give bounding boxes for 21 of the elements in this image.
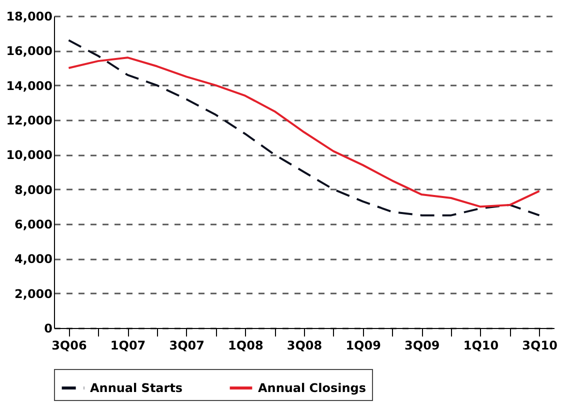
legend-label: Annual Closings [258, 381, 366, 395]
x-tick-label: 3Q06 [52, 338, 87, 352]
y-tick-label: 0 [44, 322, 52, 336]
x-tick-label: 1Q08 [228, 338, 264, 352]
y-tick-label: 6,000 [14, 218, 52, 232]
y-tick-label: 2,000 [14, 286, 52, 301]
x-tick-label: 3Q09 [404, 338, 440, 352]
x-tick-label: 1Q10 [463, 338, 499, 352]
x-tick-label: 3Q10 [522, 338, 558, 352]
y-tick-label: 8,000 [14, 182, 52, 197]
x-tick-label: 1Q07 [110, 338, 146, 352]
y-tick-label: 18,000 [6, 10, 52, 24]
y-tick-label: 10,000 [6, 148, 52, 162]
y-tick-label: 12,000 [6, 114, 52, 128]
x-tick-label: 3Q07 [169, 338, 204, 352]
x-tick-label: 3Q08 [286, 338, 322, 352]
legend-label: Annual Starts [90, 381, 183, 395]
y-tick-label: 4,000 [14, 252, 52, 266]
y-tick-label: 16,000 [6, 44, 52, 58]
y-tick-label: 14,000 [6, 78, 52, 93]
x-tick-label: 1Q09 [346, 338, 381, 352]
